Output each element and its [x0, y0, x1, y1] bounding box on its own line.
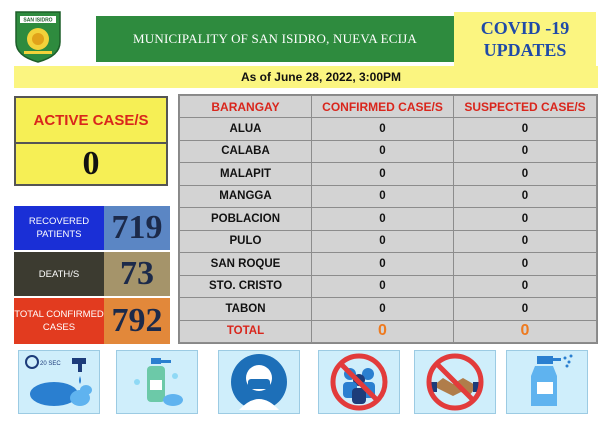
suspected-count: 0 [453, 229, 597, 253]
recovered-stat: RECOVERED PATIENTS 719 [14, 206, 170, 250]
barangay-name: POBLACION [179, 207, 312, 231]
face-mask-icon [218, 350, 300, 414]
covid-title: COVID -19 [480, 18, 570, 38]
total-confirmed-stat: TOTAL CONFIRMED CASES 792 [14, 298, 170, 344]
table-total-row: TOTAL 0 0 [179, 319, 597, 343]
header-confirmed: CONFIRMED CASE/S [311, 95, 454, 118]
active-cases-value: 0 [14, 144, 168, 186]
total-confirmed-value: 792 [104, 298, 170, 344]
disinfectant-spray-icon [506, 350, 588, 414]
suspected-count: 0 [453, 139, 597, 163]
total-confirmed-count: 0 [311, 319, 454, 343]
suspected-count: 0 [453, 274, 597, 298]
covid-updates-banner: COVID -19 UPDATES [454, 12, 596, 66]
table-row: TABON 0 0 [179, 297, 597, 321]
table-header-row: BARANGAY CONFIRMED CASE/S SUSPECTED CASE… [179, 95, 597, 118]
municipality-title: MUNICIPALITY OF SAN ISIDRO, NUEVA ECIJA [133, 31, 417, 46]
confirmed-count: 0 [311, 117, 454, 141]
handwashing-icon: 20 SEC [18, 350, 100, 414]
total-confirmed-label: TOTAL CONFIRMED CASES [14, 298, 104, 344]
suspected-count: 0 [453, 117, 597, 141]
table-row: CALABA 0 0 [179, 139, 597, 163]
table-row: MALAPIT 0 0 [179, 162, 597, 186]
suspected-count: 0 [453, 297, 597, 321]
total-suspected-count: 0 [453, 319, 597, 343]
as-of-date-bar: As of June 28, 2022, 3:00PM [14, 66, 598, 88]
barangay-name: TABON [179, 297, 312, 321]
barangay-name: MALAPIT [179, 162, 312, 186]
as-of-date: As of June 28, 2022, 3:00PM [240, 70, 402, 84]
active-cases-label: ACTIVE CASE/S [14, 96, 168, 144]
barangay-name: ALUA [179, 117, 312, 141]
table-row: ALUA 0 0 [179, 117, 597, 141]
header-suspected: SUSPECTED CASE/S [453, 95, 597, 118]
deaths-value: 73 [104, 252, 170, 296]
recovered-value: 719 [104, 206, 170, 250]
deaths-stat: DEATH/S 73 [14, 252, 170, 296]
suspected-count: 0 [453, 252, 597, 276]
header-barangay: BARANGAY [179, 95, 312, 118]
svg-text:SAN ISIDRO: SAN ISIDRO [23, 18, 52, 24]
updates-title: UPDATES [483, 40, 567, 60]
table-row: PULO 0 0 [179, 229, 597, 253]
suspected-count: 0 [453, 184, 597, 208]
confirmed-count: 0 [311, 207, 454, 231]
no-crowd-icon [318, 350, 400, 414]
table-row: SAN ROQUE 0 0 [179, 252, 597, 276]
deaths-label: DEATH/S [14, 252, 104, 296]
svg-text:20 SEC: 20 SEC [40, 361, 61, 367]
barangay-name: SAN ROQUE [179, 252, 312, 276]
sanitizer-icon [116, 350, 198, 414]
confirmed-count: 0 [311, 274, 454, 298]
confirmed-count: 0 [311, 252, 454, 276]
confirmed-count: 0 [311, 139, 454, 163]
barangay-name: CALABA [179, 139, 312, 163]
recovered-label: RECOVERED PATIENTS [14, 206, 104, 250]
confirmed-count: 0 [311, 297, 454, 321]
municipality-banner: MUNICIPALITY OF SAN ISIDRO, NUEVA ECIJA [96, 16, 454, 62]
municipal-seal-logo: SAN ISIDRO [10, 8, 66, 64]
confirmed-count: 0 [311, 229, 454, 253]
no-handshake-icon [414, 350, 496, 414]
total-label: TOTAL [179, 319, 312, 343]
barangay-table: BARANGAY CONFIRMED CASE/S SUSPECTED CASE… [178, 94, 598, 344]
confirmed-count: 0 [311, 184, 454, 208]
table-row: MANGGA 0 0 [179, 184, 597, 208]
barangay-name: STO. CRISTO [179, 274, 312, 298]
confirmed-count: 0 [311, 162, 454, 186]
table-row: STO. CRISTO 0 0 [179, 274, 597, 298]
barangay-name: PULO [179, 229, 312, 253]
table-row: POBLACION 0 0 [179, 207, 597, 231]
suspected-count: 0 [453, 207, 597, 231]
barangay-name: MANGGA [179, 184, 312, 208]
suspected-count: 0 [453, 162, 597, 186]
